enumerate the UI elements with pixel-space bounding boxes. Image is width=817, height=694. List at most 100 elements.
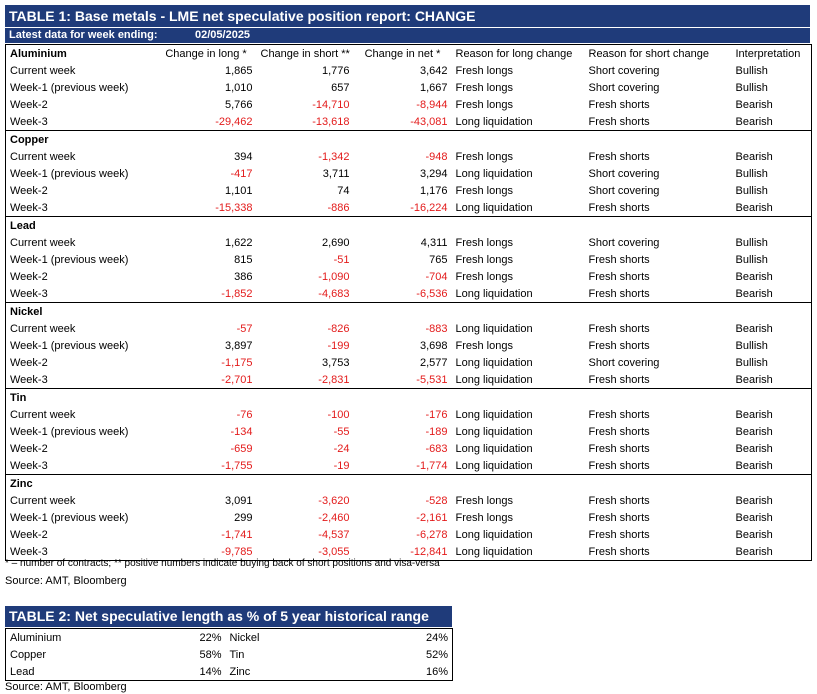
table-cell: 765 bbox=[429, 253, 448, 266]
table-cell: Fresh shorts bbox=[588, 511, 650, 524]
column-header: Change in net * bbox=[353, 44, 452, 62]
row-label: Week-1 (previous week) bbox=[5, 337, 156, 354]
table-cell: 1,010 bbox=[224, 81, 253, 94]
table-cell: Fresh longs bbox=[455, 64, 513, 77]
table-cell: Fresh longs bbox=[455, 270, 513, 283]
table-cell: Bearish bbox=[731, 268, 812, 285]
table-cell: Long liquidation bbox=[455, 373, 533, 386]
table-row: Week-2 5,766 -14,710 -8,944 Fresh longs Fresh… bbox=[5, 96, 812, 113]
group-header-cell bbox=[451, 302, 585, 320]
group-header-cell bbox=[731, 216, 812, 234]
table-cell: -51 bbox=[333, 253, 350, 266]
table-cell: Fresh longs bbox=[455, 253, 513, 266]
table-cell: -19 bbox=[333, 459, 350, 472]
group-header-cell bbox=[451, 130, 585, 148]
table-cell: Fresh shorts bbox=[588, 442, 650, 455]
table-cell: Fresh shorts bbox=[588, 201, 650, 214]
group-header-cell bbox=[584, 474, 732, 492]
table1-footnote: * – number of contracts; ** positive num… bbox=[5, 558, 440, 569]
percent-value: 22% bbox=[199, 631, 222, 644]
table-cell: Long liquidation bbox=[451, 543, 585, 561]
row-label: Week-1 (previous week) bbox=[5, 509, 156, 526]
metal-name: Lead bbox=[10, 665, 35, 678]
table-cell: Long liquidation bbox=[455, 287, 533, 300]
table-cell: Fresh longs bbox=[455, 511, 513, 524]
table-cell: Long liquidation bbox=[455, 356, 533, 369]
table-cell: Fresh shorts bbox=[588, 528, 650, 541]
table-cell: -4,537 bbox=[318, 528, 350, 541]
metal-name: Zinc bbox=[229, 665, 251, 678]
table-row: Current week 394 -1,342 -948 Fresh longs Fres… bbox=[5, 148, 812, 165]
group-header-cell bbox=[155, 216, 257, 234]
table-cell: Fresh shorts bbox=[584, 543, 732, 561]
table1-title: TABLE 1: Base metals - LME net speculati… bbox=[5, 5, 810, 27]
table-cell: -176 bbox=[425, 408, 448, 421]
table-row: Week-1 (previous week) 3,897 -199 3,698 Fres… bbox=[5, 337, 812, 354]
table-cell: 3,642 bbox=[419, 64, 448, 77]
group-header-cell bbox=[451, 474, 585, 492]
table-cell: 3,294 bbox=[419, 167, 448, 180]
date-value: 02/05/2025 bbox=[195, 29, 251, 41]
group-header-cell bbox=[731, 302, 812, 320]
table-cell: Bearish bbox=[731, 285, 812, 303]
table-cell: Short covering bbox=[588, 64, 660, 77]
table-cell: 3,897 bbox=[224, 339, 253, 352]
table-cell: -1,755 bbox=[221, 459, 253, 472]
table-cell: Short covering bbox=[588, 356, 660, 369]
group-header-cell bbox=[353, 130, 452, 148]
row-label: Week-3 bbox=[5, 371, 156, 389]
table1-date-bar: Latest data for week ending: 02/05/2025 bbox=[5, 28, 810, 43]
table2-title: TABLE 2: Net speculative length as % of … bbox=[5, 606, 452, 627]
table-cell: Fresh shorts bbox=[588, 459, 650, 472]
table-cell: -1,342 bbox=[318, 150, 350, 163]
table-cell: Bullish bbox=[731, 354, 812, 371]
table-row: Lead 14% Zinc 16% bbox=[6, 663, 453, 681]
table2-source: Source: AMT, Bloomberg bbox=[5, 681, 127, 693]
table-cell: 3,753 bbox=[321, 356, 350, 369]
group-name: Copper bbox=[5, 130, 156, 148]
group-header-cell bbox=[584, 388, 732, 406]
group-header-cell bbox=[155, 474, 257, 492]
table-cell: -8,944 bbox=[416, 98, 448, 111]
table-row: Week-1 (previous week) 815 -51 765 Fresh lon… bbox=[5, 251, 812, 268]
group-header-cell bbox=[451, 216, 585, 234]
table-cell: 2,690 bbox=[321, 236, 350, 249]
table-cell: 3,091 bbox=[224, 494, 253, 507]
table-cell: Fresh longs bbox=[455, 236, 513, 249]
row-label: Week-2 bbox=[5, 268, 156, 285]
table-cell: Long liquidation bbox=[455, 528, 533, 541]
table-row: Week-2 -1,741 -4,537 -6,278 Long liquidation… bbox=[5, 526, 812, 543]
table-cell: -883 bbox=[425, 322, 448, 335]
table2: Aluminium 22% Nickel 24% Copper 58% Tin 52% Lead… bbox=[5, 628, 453, 681]
table-cell: -57 bbox=[236, 322, 253, 335]
table-cell: 74 bbox=[337, 184, 350, 197]
column-header: Reason for short change bbox=[584, 44, 732, 62]
table-cell: 386 bbox=[234, 270, 253, 283]
table-cell: Fresh shorts bbox=[588, 322, 650, 335]
column-header: Change in short ** bbox=[256, 44, 354, 62]
table-cell: Short covering bbox=[588, 236, 660, 249]
table-cell: Short covering bbox=[588, 81, 660, 94]
table-row: Week-2 -659 -24 -683 Long liquidation Fresh s… bbox=[5, 440, 812, 457]
table-row: Aluminium 22% Nickel 24% bbox=[6, 629, 453, 647]
table-cell: Bullish bbox=[731, 234, 812, 251]
table-cell: 1,622 bbox=[224, 236, 253, 249]
group-header-cell bbox=[256, 216, 354, 234]
table-cell: -55 bbox=[333, 425, 350, 438]
table-cell: -15,338 bbox=[215, 201, 253, 214]
group-name: Nickel bbox=[5, 302, 156, 320]
table-cell: -1,175 bbox=[221, 356, 253, 369]
group-header-cell bbox=[155, 302, 257, 320]
row-label: Week-3 bbox=[5, 457, 156, 475]
group-name: Tin bbox=[5, 388, 156, 406]
table-cell: Long liquidation bbox=[455, 425, 533, 438]
table-cell: 1,176 bbox=[419, 184, 448, 197]
table-cell: -199 bbox=[327, 339, 350, 352]
table-cell: Fresh shorts bbox=[588, 115, 650, 128]
group-header: Nickel bbox=[5, 302, 812, 320]
table-row: Week-2 386 -1,090 -704 Fresh longs Fresh shor… bbox=[5, 268, 812, 285]
table-cell: Short covering bbox=[588, 184, 660, 197]
table-cell: Bullish bbox=[731, 251, 812, 268]
table-cell: -4,683 bbox=[318, 287, 350, 300]
row-label: Current week bbox=[5, 406, 156, 423]
